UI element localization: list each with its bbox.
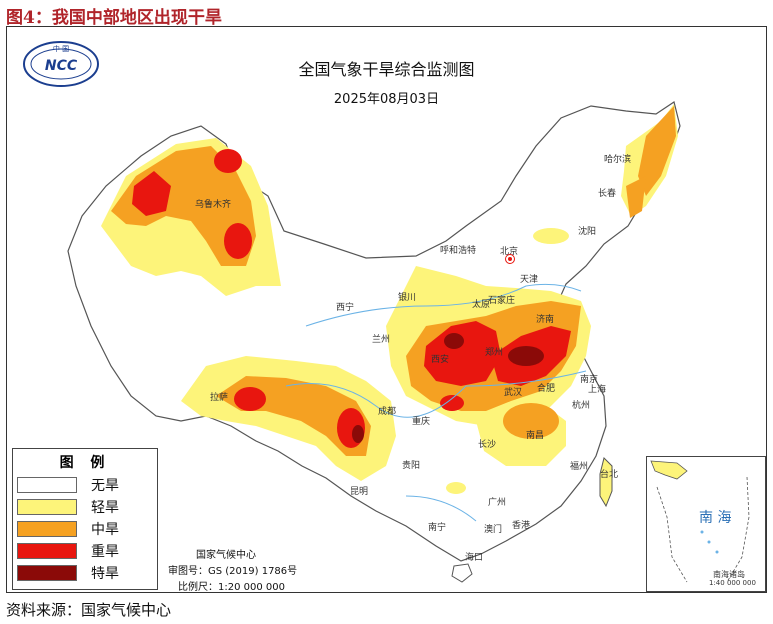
drought-zone-moderate: [638, 106, 676, 196]
city-label: 北京: [500, 247, 519, 257]
city-label: 南宁: [428, 523, 447, 533]
city-label: 长春: [598, 189, 617, 199]
city-label: 乌鲁木齐: [195, 200, 232, 210]
city-label: 澳门: [484, 525, 503, 535]
map-title: 全国气象干旱综合监测图: [298, 60, 475, 79]
city-label: 广州: [488, 498, 507, 508]
city-label: 西安: [431, 355, 450, 365]
city-label: 福州: [570, 462, 589, 472]
city-label: 杭州: [572, 401, 591, 411]
legend-title: 图 例: [59, 455, 111, 471]
map-date: 2025年08月03日: [333, 92, 440, 107]
city-label: 海口: [465, 553, 484, 563]
city-label: 重庆: [412, 417, 431, 427]
city-label: 武汉: [504, 388, 523, 398]
legend-swatch: [17, 565, 77, 581]
legend-swatch: [17, 543, 77, 559]
south-china-sea-inset: 南 海 南海诸岛 1:40 000 000: [646, 456, 766, 592]
city-label: 西宁: [336, 303, 355, 313]
city-label: 天津: [520, 275, 539, 285]
drought-zone-severe: [214, 149, 242, 173]
legend-item: 轻旱: [17, 497, 119, 517]
city-label: 南京: [580, 375, 599, 385]
drought-zone-light: [446, 482, 466, 494]
drought-zone-light: [533, 228, 569, 244]
review-number: 审图号：GS (2019) 1786号: [168, 566, 298, 577]
drought-zone-extreme: [352, 425, 364, 443]
drought-zone-severe: [440, 395, 464, 411]
legend-item: 中旱: [17, 519, 119, 539]
city-label: 长沙: [478, 440, 497, 450]
river-line: [285, 370, 587, 418]
svg-text:中 国: 中 国: [53, 44, 69, 53]
city-label: 银川: [398, 293, 417, 303]
legend-label: 中旱: [91, 522, 119, 538]
drought-zone-moderate: [503, 403, 559, 439]
city-label: 兰州: [372, 335, 391, 345]
legend-item: 特旱: [17, 563, 119, 583]
city-label: 沈阳: [578, 227, 597, 237]
legend-swatch: [17, 477, 77, 493]
city-label: 呼和浩特: [440, 246, 477, 256]
drought-map: [67, 101, 681, 583]
drought-zone-severe: [132, 171, 171, 216]
city-label: 郑州: [485, 348, 504, 358]
drought-zone-moderate: [111, 146, 256, 266]
hainan-outline: [451, 563, 473, 583]
drought-zone-severe: [224, 223, 252, 259]
river-line: [305, 283, 582, 327]
drought-zone-extreme: [508, 346, 544, 366]
drought-zone-severe: [424, 321, 501, 386]
city-label: 太原: [472, 300, 491, 310]
city-label: 哈尔滨: [604, 155, 632, 165]
figure-source: 资料来源：国家气候中心: [6, 601, 172, 619]
figure-title: 图4：我国中部地区出现干旱: [6, 8, 222, 28]
legend-label: 重旱: [91, 544, 119, 560]
city-label: 南昌: [526, 431, 545, 441]
river-line: [405, 495, 477, 522]
drought-zone-severe: [234, 387, 266, 411]
inset-scale: 1:40 000 000: [709, 579, 756, 587]
city-label: 昆明: [350, 487, 369, 497]
inset-title: 南 海: [699, 510, 732, 526]
legend-item: 重旱: [17, 541, 119, 561]
city-label: 合肥: [537, 384, 556, 394]
city-label: 石家庄: [488, 296, 516, 306]
legend-label: 无旱: [91, 478, 119, 494]
legend-swatch: [17, 521, 77, 537]
map-legend: 图 例 无旱 轻旱 中旱 重旱 特旱: [12, 448, 158, 590]
taiwan-outline: [599, 457, 613, 508]
scale-label: 比例尺：1:20 000 000: [178, 582, 285, 593]
inset-label: 南海诸岛: [713, 570, 745, 579]
city-label: 上海: [588, 385, 607, 395]
capital-star-icon: [505, 254, 515, 264]
city-label: 香港: [512, 521, 531, 531]
svg-text:NCC: NCC: [45, 58, 78, 74]
legend-item: 无旱: [17, 475, 119, 495]
legend-label: 特旱: [91, 566, 119, 582]
producer-label: 国家气候中心: [196, 550, 256, 561]
ncc-logo: 中 国 NCC: [22, 40, 100, 88]
city-label: 贵阳: [402, 461, 421, 471]
legend-swatch: [17, 499, 77, 515]
city-label: 拉萨: [210, 393, 229, 403]
city-label: 成都: [378, 407, 397, 417]
city-label: 台北: [600, 470, 619, 480]
legend-label: 轻旱: [91, 500, 119, 516]
city-label: 济南: [536, 315, 555, 325]
drought-zone-moderate: [626, 176, 646, 218]
drought-zone-extreme: [444, 333, 464, 349]
